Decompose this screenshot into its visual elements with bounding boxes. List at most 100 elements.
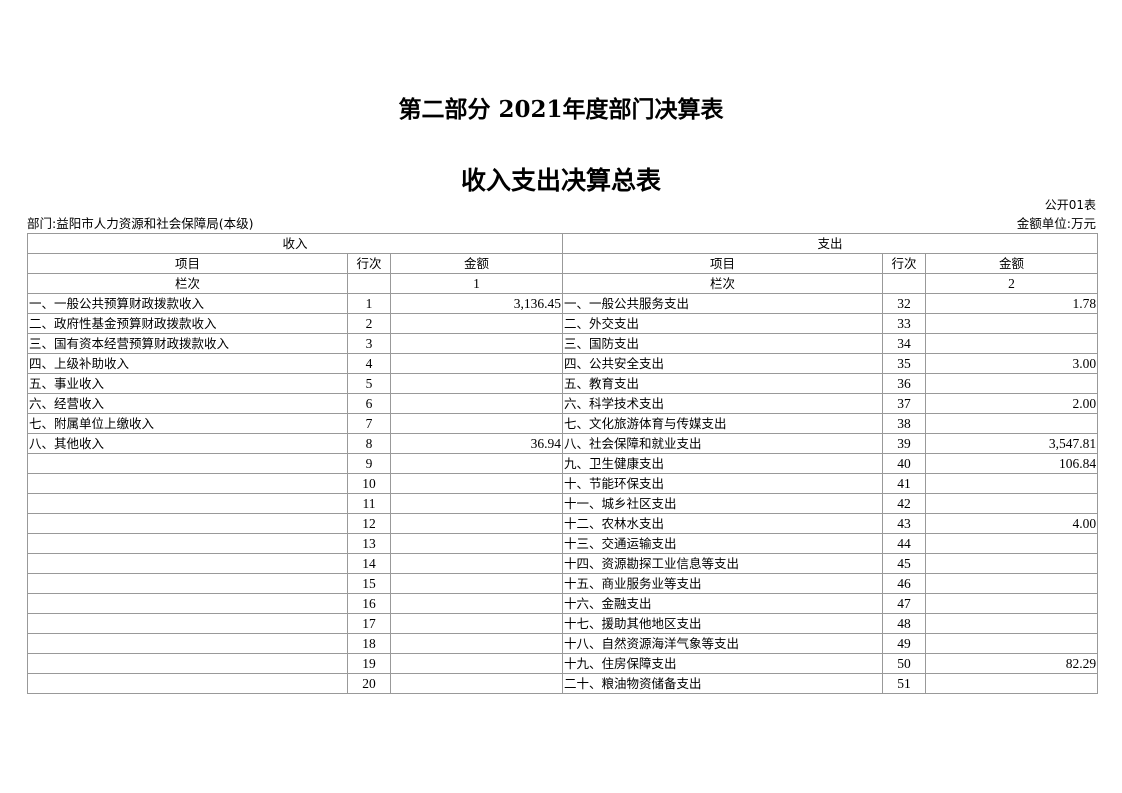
income-amount	[389, 313, 564, 334]
income-row-number: 11	[347, 493, 391, 514]
income-row-number: 15	[347, 573, 391, 594]
table-row: 20 二十、粮油物资储备支出 51	[27, 673, 1099, 694]
table-row: 11 十一、城乡社区支出 42	[27, 493, 1099, 514]
expense-row-number: 47	[882, 593, 927, 614]
expense-amount-header: 金额	[925, 253, 1099, 274]
expense-amount	[925, 593, 1099, 614]
expense-item: 一、一般公共服务支出	[562, 293, 884, 314]
table-code: 公开01表	[1044, 198, 1096, 212]
expense-amount	[925, 673, 1099, 694]
document-title: 第二部分 2021年度部门决算表	[398, 96, 724, 123]
expense-amount	[925, 413, 1099, 434]
expense-row-number: 37	[882, 393, 927, 414]
income-amount	[389, 373, 564, 394]
table-row: 18 十八、自然资源海洋气象等支出 49	[27, 633, 1099, 654]
income-amount	[389, 333, 564, 354]
column-label-row: 栏次 1 栏次 2	[27, 273, 1099, 294]
income-item	[27, 473, 348, 494]
expense-column-number: 2	[925, 273, 1099, 294]
income-row-number: 18	[347, 633, 391, 654]
expense-item: 二、外交支出	[562, 313, 884, 334]
income-item	[27, 633, 348, 654]
column-header-row: 项目 行次 金额 项目 行次 金额	[27, 253, 1099, 274]
expense-amount	[925, 533, 1099, 554]
expense-amount	[925, 493, 1099, 514]
income-amount	[389, 393, 564, 414]
income-item	[27, 513, 348, 534]
income-item	[27, 493, 348, 514]
expense-row-number: 48	[882, 613, 927, 634]
empty-cell	[347, 273, 391, 294]
expense-item: 八、社会保障和就业支出	[562, 433, 884, 454]
table-row: 12 十二、农林水支出 43 4.00	[27, 513, 1099, 534]
empty-cell	[882, 273, 927, 294]
expense-row-number: 44	[882, 533, 927, 554]
expense-row-number: 40	[882, 453, 927, 474]
income-row-number: 20	[347, 673, 391, 694]
expense-row-number: 33	[882, 313, 927, 334]
expense-item-header: 项目	[562, 253, 884, 274]
table-row: 三、国有资本经营预算财政拨款收入 3 三、国防支出 34	[27, 333, 1099, 354]
income-row-number: 13	[347, 533, 391, 554]
expense-amount: 3,547.81	[925, 433, 1099, 454]
income-item: 六、经营收入	[27, 393, 348, 414]
income-amount	[389, 493, 564, 514]
income-row-number: 10	[347, 473, 391, 494]
income-amount	[389, 413, 564, 434]
expense-amount: 82.29	[925, 653, 1099, 674]
income-row-number: 7	[347, 413, 391, 434]
income-item: 一、一般公共预算财政拨款收入	[27, 293, 348, 314]
expense-row-number: 32	[882, 293, 927, 314]
expense-amount	[925, 553, 1099, 574]
table-row: 一、一般公共预算财政拨款收入 1 3,136.45 一、一般公共服务支出 32 1.78	[27, 293, 1099, 314]
expense-amount: 3.00	[925, 353, 1099, 374]
table-row: 10 十、节能环保支出 41	[27, 473, 1099, 494]
table-row: 六、经营收入 6 六、科学技术支出 37 2.00	[27, 393, 1099, 414]
income-row-number: 4	[347, 353, 391, 374]
table-title: 收入支出决算总表	[460, 166, 661, 195]
expense-row-number: 38	[882, 413, 927, 434]
income-item	[27, 553, 348, 574]
expense-item: 二十、粮油物资储备支出	[562, 673, 884, 694]
income-amount	[389, 653, 564, 674]
expense-amount	[925, 613, 1099, 634]
income-item	[27, 533, 348, 554]
income-row-number: 6	[347, 393, 391, 414]
expense-item: 十八、自然资源海洋气象等支出	[562, 633, 884, 654]
income-row-number: 14	[347, 553, 391, 574]
income-row-number: 19	[347, 653, 391, 674]
expense-amount	[925, 333, 1099, 354]
expense-item: 十四、资源勘探工业信息等支出	[562, 553, 884, 574]
table-row: 19 十九、住房保障支出 50 82.29	[27, 653, 1099, 674]
expense-row-number: 50	[882, 653, 927, 674]
expense-item: 七、文化旅游体育与传媒支出	[562, 413, 884, 434]
expense-item: 九、卫生健康支出	[562, 453, 884, 474]
table-row: 八、其他收入 8 36.94 八、社会保障和就业支出 39 3,547.81	[27, 433, 1099, 454]
income-header: 收入	[26, 233, 564, 254]
income-amount	[389, 673, 564, 694]
table-row: 二、政府性基金预算财政拨款收入 2 二、外交支出 33	[27, 313, 1099, 334]
income-row-number: 17	[347, 613, 391, 634]
income-row-number: 3	[347, 333, 391, 354]
income-item-header: 项目	[27, 253, 348, 274]
expense-item: 十三、交通运输支出	[562, 533, 884, 554]
expense-item: 十、节能环保支出	[562, 473, 884, 494]
income-amount	[389, 473, 564, 494]
income-row-number: 16	[347, 593, 391, 614]
income-amount	[389, 513, 564, 534]
income-amount	[389, 553, 564, 574]
income-column-number: 1	[389, 273, 564, 294]
income-amount	[389, 573, 564, 594]
table-row: 四、上级补助收入 4 四、公共安全支出 35 3.00	[27, 353, 1099, 374]
expense-amount: 2.00	[925, 393, 1099, 414]
department-label: 部门:益阳市人力资源和社会保障局(本级)	[27, 216, 254, 231]
income-amount	[389, 633, 564, 654]
expense-header: 支出	[562, 233, 1099, 254]
expense-row-number: 41	[882, 473, 927, 494]
income-amount	[389, 533, 564, 554]
income-amount	[389, 613, 564, 634]
expense-amount	[925, 633, 1099, 654]
income-amount	[389, 353, 564, 374]
expense-item: 十五、商业服务业等支出	[562, 573, 884, 594]
income-item	[27, 573, 348, 594]
